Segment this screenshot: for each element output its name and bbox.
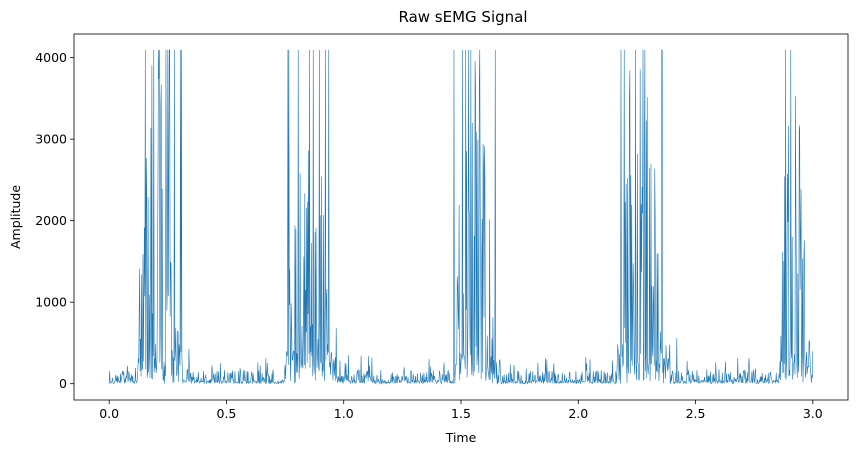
x-tick-label: 2.5 <box>686 406 706 421</box>
y-tick-label: 0 <box>59 376 67 391</box>
x-tick-label: 0.5 <box>217 406 237 421</box>
y-tick-label: 2000 <box>35 213 67 228</box>
signal-line <box>108 49 814 385</box>
x-axis-label: Time <box>445 430 477 445</box>
plot-frame <box>73 33 849 401</box>
x-tick-label: 2.0 <box>568 406 588 421</box>
y-axis: 0 1000 2000 3000 4000 <box>35 50 74 391</box>
y-axis-label: Amplitude <box>8 185 23 249</box>
y-tick-label: 1000 <box>35 295 67 310</box>
plot-area <box>108 49 814 385</box>
y-tick-label: 3000 <box>35 132 67 147</box>
x-tick-label: 1.0 <box>334 406 354 421</box>
y-tick-label: 4000 <box>35 50 67 65</box>
x-axis: 0.0 0.5 1.0 1.5 2.0 2.5 3.0 <box>99 400 823 421</box>
x-tick-label: 1.5 <box>451 406 471 421</box>
x-tick-label: 3.0 <box>803 406 823 421</box>
x-tick-label: 0.0 <box>99 406 119 421</box>
chart-title: Raw sEMG Signal <box>398 8 527 26</box>
